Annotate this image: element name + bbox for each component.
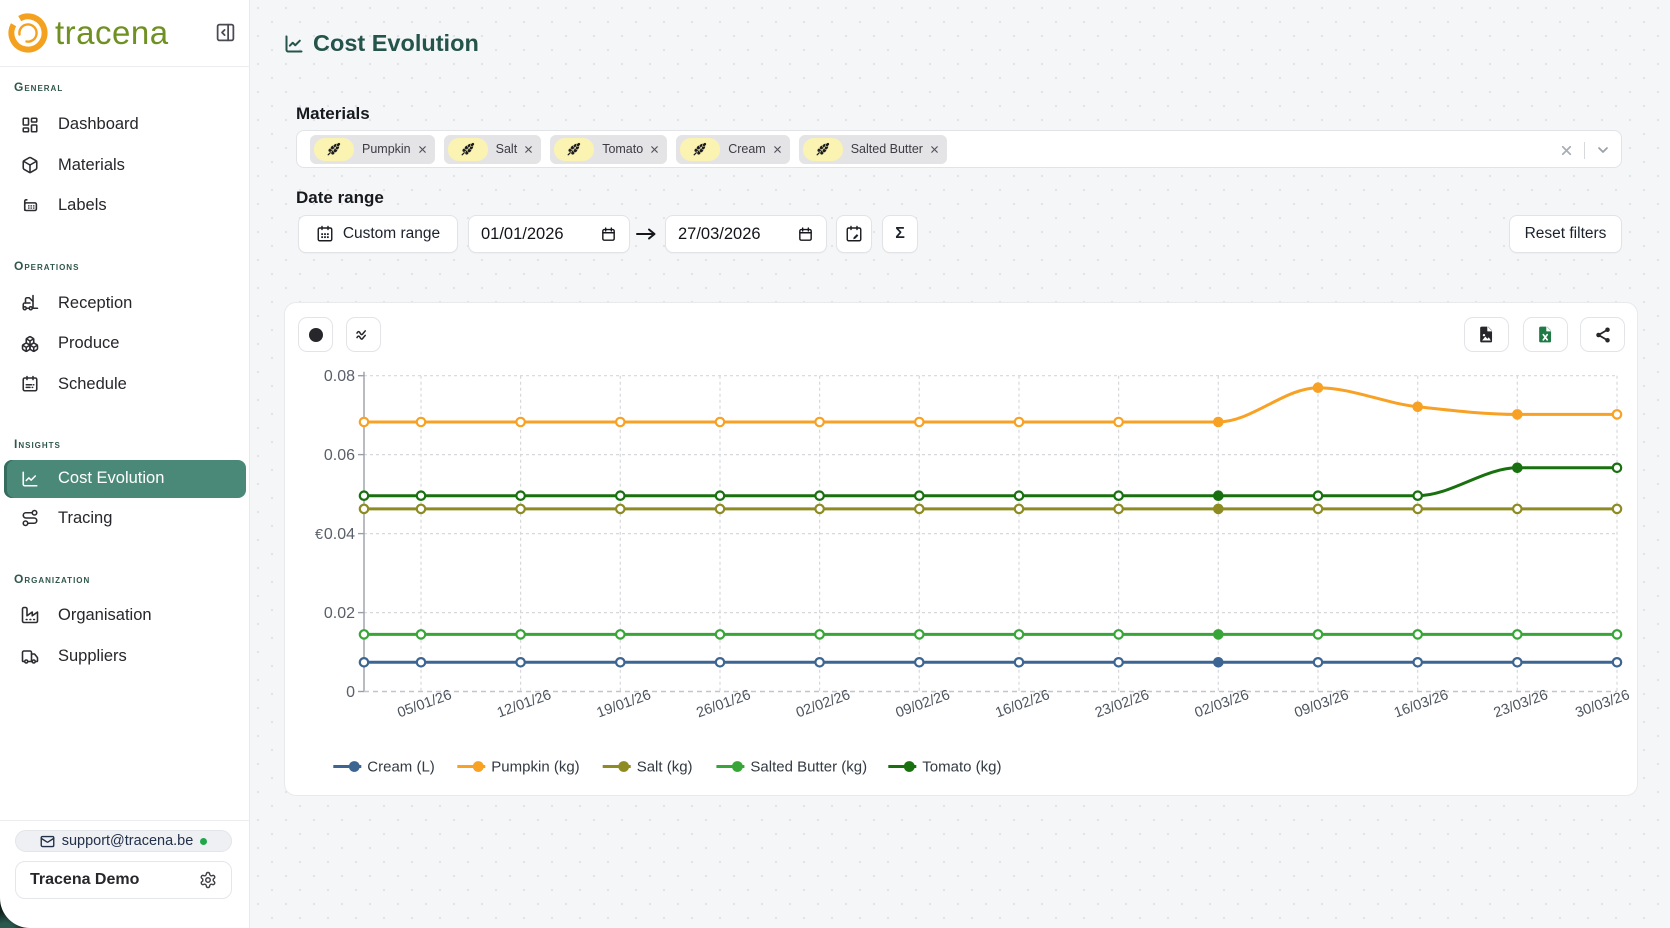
- svg-text:0.02: 0.02: [324, 605, 355, 622]
- svg-text:09/02/26: 09/02/26: [894, 687, 953, 721]
- svg-text:16/02/26: 16/02/26: [993, 687, 1052, 721]
- svg-text:12/01/26: 12/01/26: [495, 687, 554, 721]
- svg-text:Salt (kg): Salt (kg): [637, 759, 693, 776]
- svg-text:16/03/26: 16/03/26: [1392, 687, 1451, 721]
- svg-text:02/03/26: 02/03/26: [1193, 687, 1252, 721]
- svg-text:26/01/26: 26/01/26: [694, 687, 753, 721]
- svg-text:05/01/26: 05/01/26: [395, 687, 454, 721]
- svg-text:0: 0: [346, 684, 355, 701]
- svg-text:0.08: 0.08: [324, 368, 355, 385]
- svg-text:Pumpkin (kg): Pumpkin (kg): [491, 759, 579, 776]
- svg-text:Salted Butter (kg): Salted Butter (kg): [750, 759, 867, 776]
- svg-text:23/02/26: 23/02/26: [1093, 687, 1152, 721]
- svg-text:€: €: [315, 527, 323, 543]
- svg-text:0.06: 0.06: [324, 447, 355, 464]
- svg-text:Cream (L): Cream (L): [367, 759, 435, 776]
- svg-text:19/01/26: 19/01/26: [595, 687, 654, 721]
- svg-text:30/03/26: 30/03/26: [1573, 687, 1632, 721]
- svg-text:0.04: 0.04: [324, 526, 355, 543]
- svg-text:Tomato (kg): Tomato (kg): [922, 759, 1001, 776]
- svg-text:02/02/26: 02/02/26: [794, 687, 853, 721]
- svg-text:23/03/26: 23/03/26: [1492, 687, 1551, 721]
- svg-text:09/03/26: 09/03/26: [1292, 687, 1351, 721]
